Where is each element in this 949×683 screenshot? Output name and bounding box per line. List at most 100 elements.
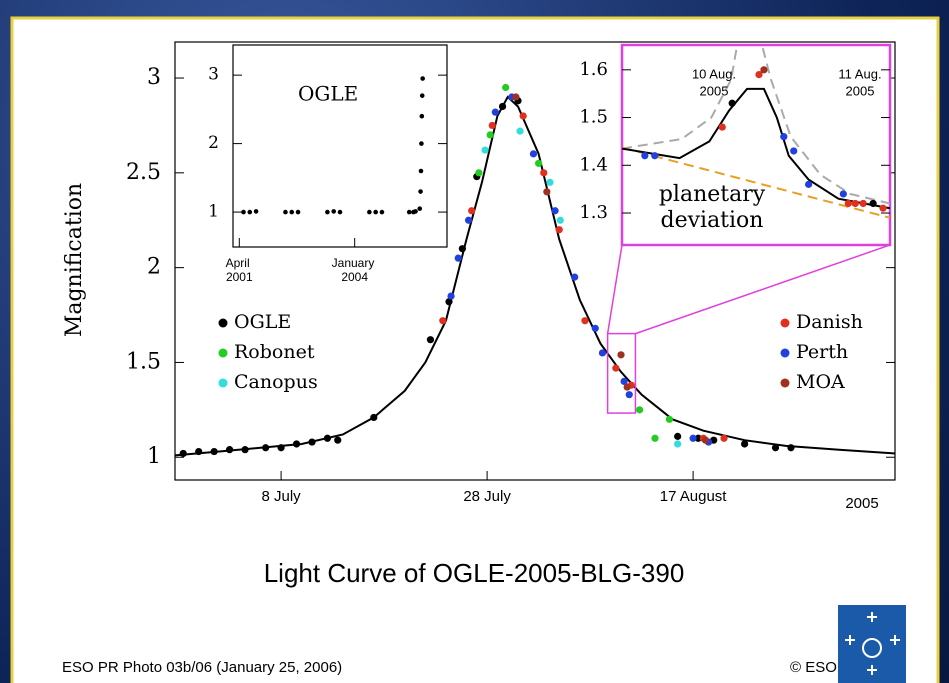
legend-swatch	[780, 378, 790, 388]
data-point	[337, 209, 343, 215]
data-point	[641, 152, 649, 160]
data-point	[551, 207, 559, 215]
chart-2: 1.3 1.4 1.5 1.6 10 Aug. 2005 11 Aug. 2005 planet…	[579, 43, 892, 247]
data-point	[241, 446, 249, 454]
annotation: planetary	[659, 182, 766, 207]
data-point	[419, 141, 424, 146]
legend-label: Danish	[796, 311, 863, 333]
data-point	[516, 127, 524, 135]
model-curve	[622, 146, 890, 219]
data-point	[543, 188, 551, 196]
y-tick-label: 1.5	[579, 107, 608, 128]
chart-1: 1 2 3 April 2001 January 2004 OGLE	[208, 44, 448, 284]
data-point	[555, 226, 563, 234]
y-tick-label: 3	[147, 65, 161, 90]
legend-label: Robonet	[234, 341, 315, 363]
x-tick-label: 8 July	[262, 488, 302, 505]
data-point	[418, 168, 424, 174]
y-tick-label: 3	[208, 65, 219, 85]
data-point	[839, 190, 847, 198]
data-point	[468, 207, 476, 215]
data-point	[247, 209, 253, 215]
data-point	[447, 292, 455, 300]
data-point	[598, 349, 607, 357]
data-point	[651, 152, 659, 160]
y-tick-label: 1	[147, 444, 161, 469]
annotation: deviation	[661, 208, 764, 233]
data-point	[379, 209, 385, 215]
y-tick-label: 1.3	[579, 202, 608, 223]
data-point	[529, 150, 538, 158]
data-point	[546, 178, 554, 186]
annotation: 10 Aug.	[692, 66, 736, 81]
data-point	[289, 209, 295, 215]
data-point	[694, 434, 702, 442]
data-point	[458, 245, 466, 253]
data-point	[689, 434, 697, 442]
legend-label: OGLE	[234, 311, 291, 333]
data-point	[755, 70, 763, 79]
x-tick-label: April 2001	[226, 256, 253, 284]
data-point	[334, 436, 342, 444]
data-point	[623, 383, 631, 391]
data-point	[851, 199, 859, 208]
y-tick-label: 2	[147, 255, 161, 280]
data-point	[413, 209, 418, 214]
data-point	[879, 204, 887, 212]
data-point	[481, 146, 489, 154]
data-point	[535, 159, 543, 167]
legend-swatch	[218, 378, 228, 388]
data-point	[612, 364, 620, 372]
y-axis-label: Magnification	[62, 183, 87, 337]
data-point	[651, 434, 659, 442]
data-point	[790, 147, 798, 155]
legend-swatch	[780, 318, 790, 328]
data-point	[617, 351, 625, 359]
data-point	[323, 434, 332, 442]
credit: ESO PR Photo 03b/06 (January 25, 2006)	[62, 659, 342, 676]
data-point	[674, 432, 682, 440]
inset-label: OGLE	[298, 82, 358, 106]
data-point	[373, 209, 378, 215]
data-point	[625, 391, 633, 399]
data-point	[283, 209, 288, 215]
y-tick-label: 2	[208, 133, 219, 153]
eso-logo	[838, 605, 906, 683]
plot-frame	[620, 43, 892, 247]
data-point	[419, 93, 425, 98]
y-tick-label: 1	[208, 202, 219, 222]
y-tick-label: 2.5	[126, 160, 161, 185]
data-point	[741, 440, 749, 448]
data-point	[488, 121, 496, 130]
zoom-connector	[635, 244, 891, 335]
data-point	[771, 444, 780, 452]
data-point	[241, 209, 246, 215]
data-point	[571, 273, 579, 281]
data-point	[519, 112, 527, 120]
data-point	[420, 76, 425, 81]
data-point	[277, 444, 285, 452]
data-point	[210, 447, 218, 456]
data-point	[292, 440, 301, 448]
x-note: 2005	[845, 495, 878, 512]
data-point	[502, 83, 510, 92]
data-point	[665, 415, 674, 423]
data-point	[620, 377, 628, 386]
data-point	[308, 438, 316, 446]
annotation: 11 Aug.	[838, 66, 881, 81]
data-point	[787, 444, 795, 452]
data-point	[253, 209, 259, 214]
plot-area	[622, 45, 890, 219]
data-point	[195, 447, 203, 456]
data-point	[591, 324, 599, 332]
x-tick-label: January 2004	[332, 256, 378, 284]
data-point	[486, 131, 494, 139]
model-curve	[175, 95, 895, 457]
data-point	[370, 413, 378, 422]
data-point	[512, 93, 520, 101]
data-point	[475, 169, 483, 177]
data-point	[720, 434, 728, 442]
data-point	[869, 199, 877, 208]
